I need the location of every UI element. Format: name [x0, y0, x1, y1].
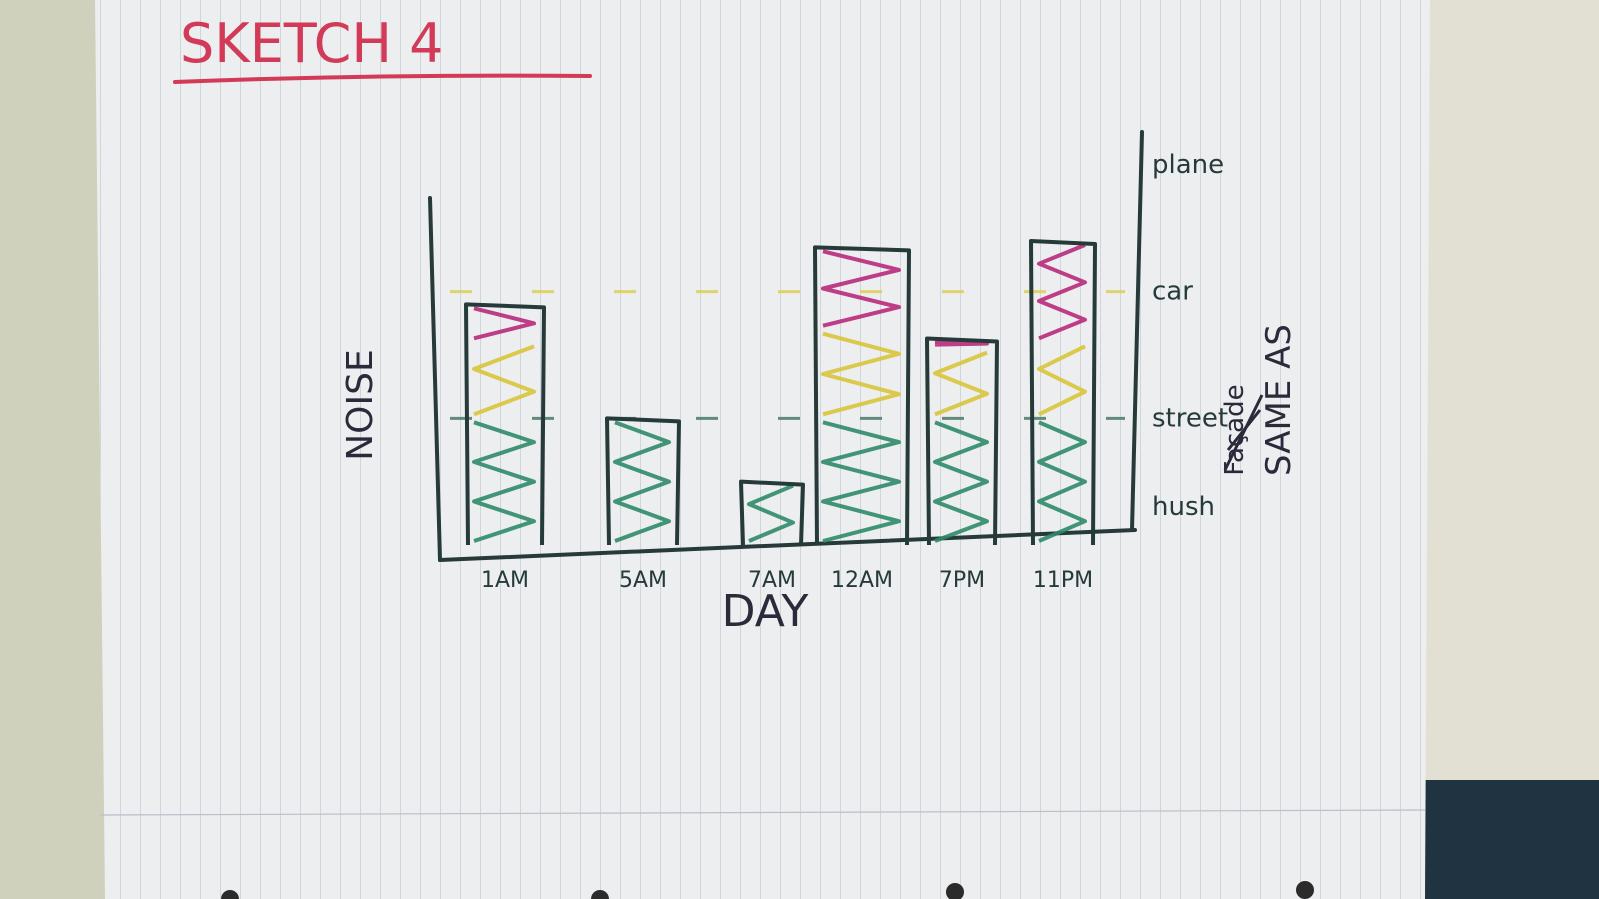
level-label: plane — [1152, 150, 1224, 180]
bar-segment-street — [1037, 344, 1087, 417]
x-axis-label: DAY — [722, 586, 809, 637]
bar-outline — [739, 479, 805, 546]
right-scale-axis — [1130, 130, 1144, 532]
bar-segment-hush — [821, 420, 901, 543]
plot-area: hush street car plane 1AM 5AM 7AM 12AM 7PM 11PM — [428, 130, 1228, 593]
bar-segment-car — [821, 249, 901, 328]
bar-outline — [813, 245, 911, 546]
bar-segment-hush — [613, 420, 671, 543]
paper-bottom-rule — [99, 809, 1426, 816]
strike-line — [1226, 409, 1262, 451]
x-tick-label: 5AM — [619, 568, 667, 593]
title-underline — [173, 73, 592, 84]
x-tick-label: 7PM — [939, 568, 985, 593]
bar-segment-hush — [747, 483, 795, 543]
right-surface — [1400, 0, 1599, 899]
level-label: hush — [1152, 492, 1215, 522]
chart-title: SKETCH 4 — [180, 12, 443, 75]
bar-segment-hush — [472, 420, 536, 543]
bar-segment-car — [473, 306, 536, 341]
x-tick-label: 11PM — [1033, 568, 1093, 593]
bar-segment-car — [1037, 243, 1087, 341]
same-as-annotation: SAME AS — [1259, 324, 1299, 476]
level-label: car — [1152, 277, 1193, 307]
bar-outline — [1029, 239, 1097, 546]
punch-hole — [221, 890, 239, 899]
bar-outline — [925, 336, 999, 546]
bar-segment-car — [934, 340, 989, 347]
y-axis-line — [428, 196, 442, 562]
x-tick-label: 1AM — [481, 568, 529, 593]
punch-hole — [946, 883, 964, 899]
bar-segment-hush — [1037, 420, 1087, 543]
bar-segment-hush — [933, 420, 989, 543]
bar-outline — [464, 302, 546, 546]
bar-segment-street — [472, 344, 536, 417]
punch-hole — [1296, 881, 1314, 899]
bar-segment-street — [933, 350, 989, 417]
x-tick-label: 12AM — [831, 568, 893, 593]
x-tick-label: 7AM — [748, 568, 796, 593]
dark-object — [1410, 780, 1599, 899]
level-label: street — [1152, 403, 1228, 433]
y-axis-label: NOISE — [340, 349, 381, 460]
bar-outline — [605, 416, 681, 546]
bar-segment-street — [821, 331, 901, 417]
punch-hole — [591, 890, 609, 899]
x-axis-line — [438, 528, 1137, 562]
